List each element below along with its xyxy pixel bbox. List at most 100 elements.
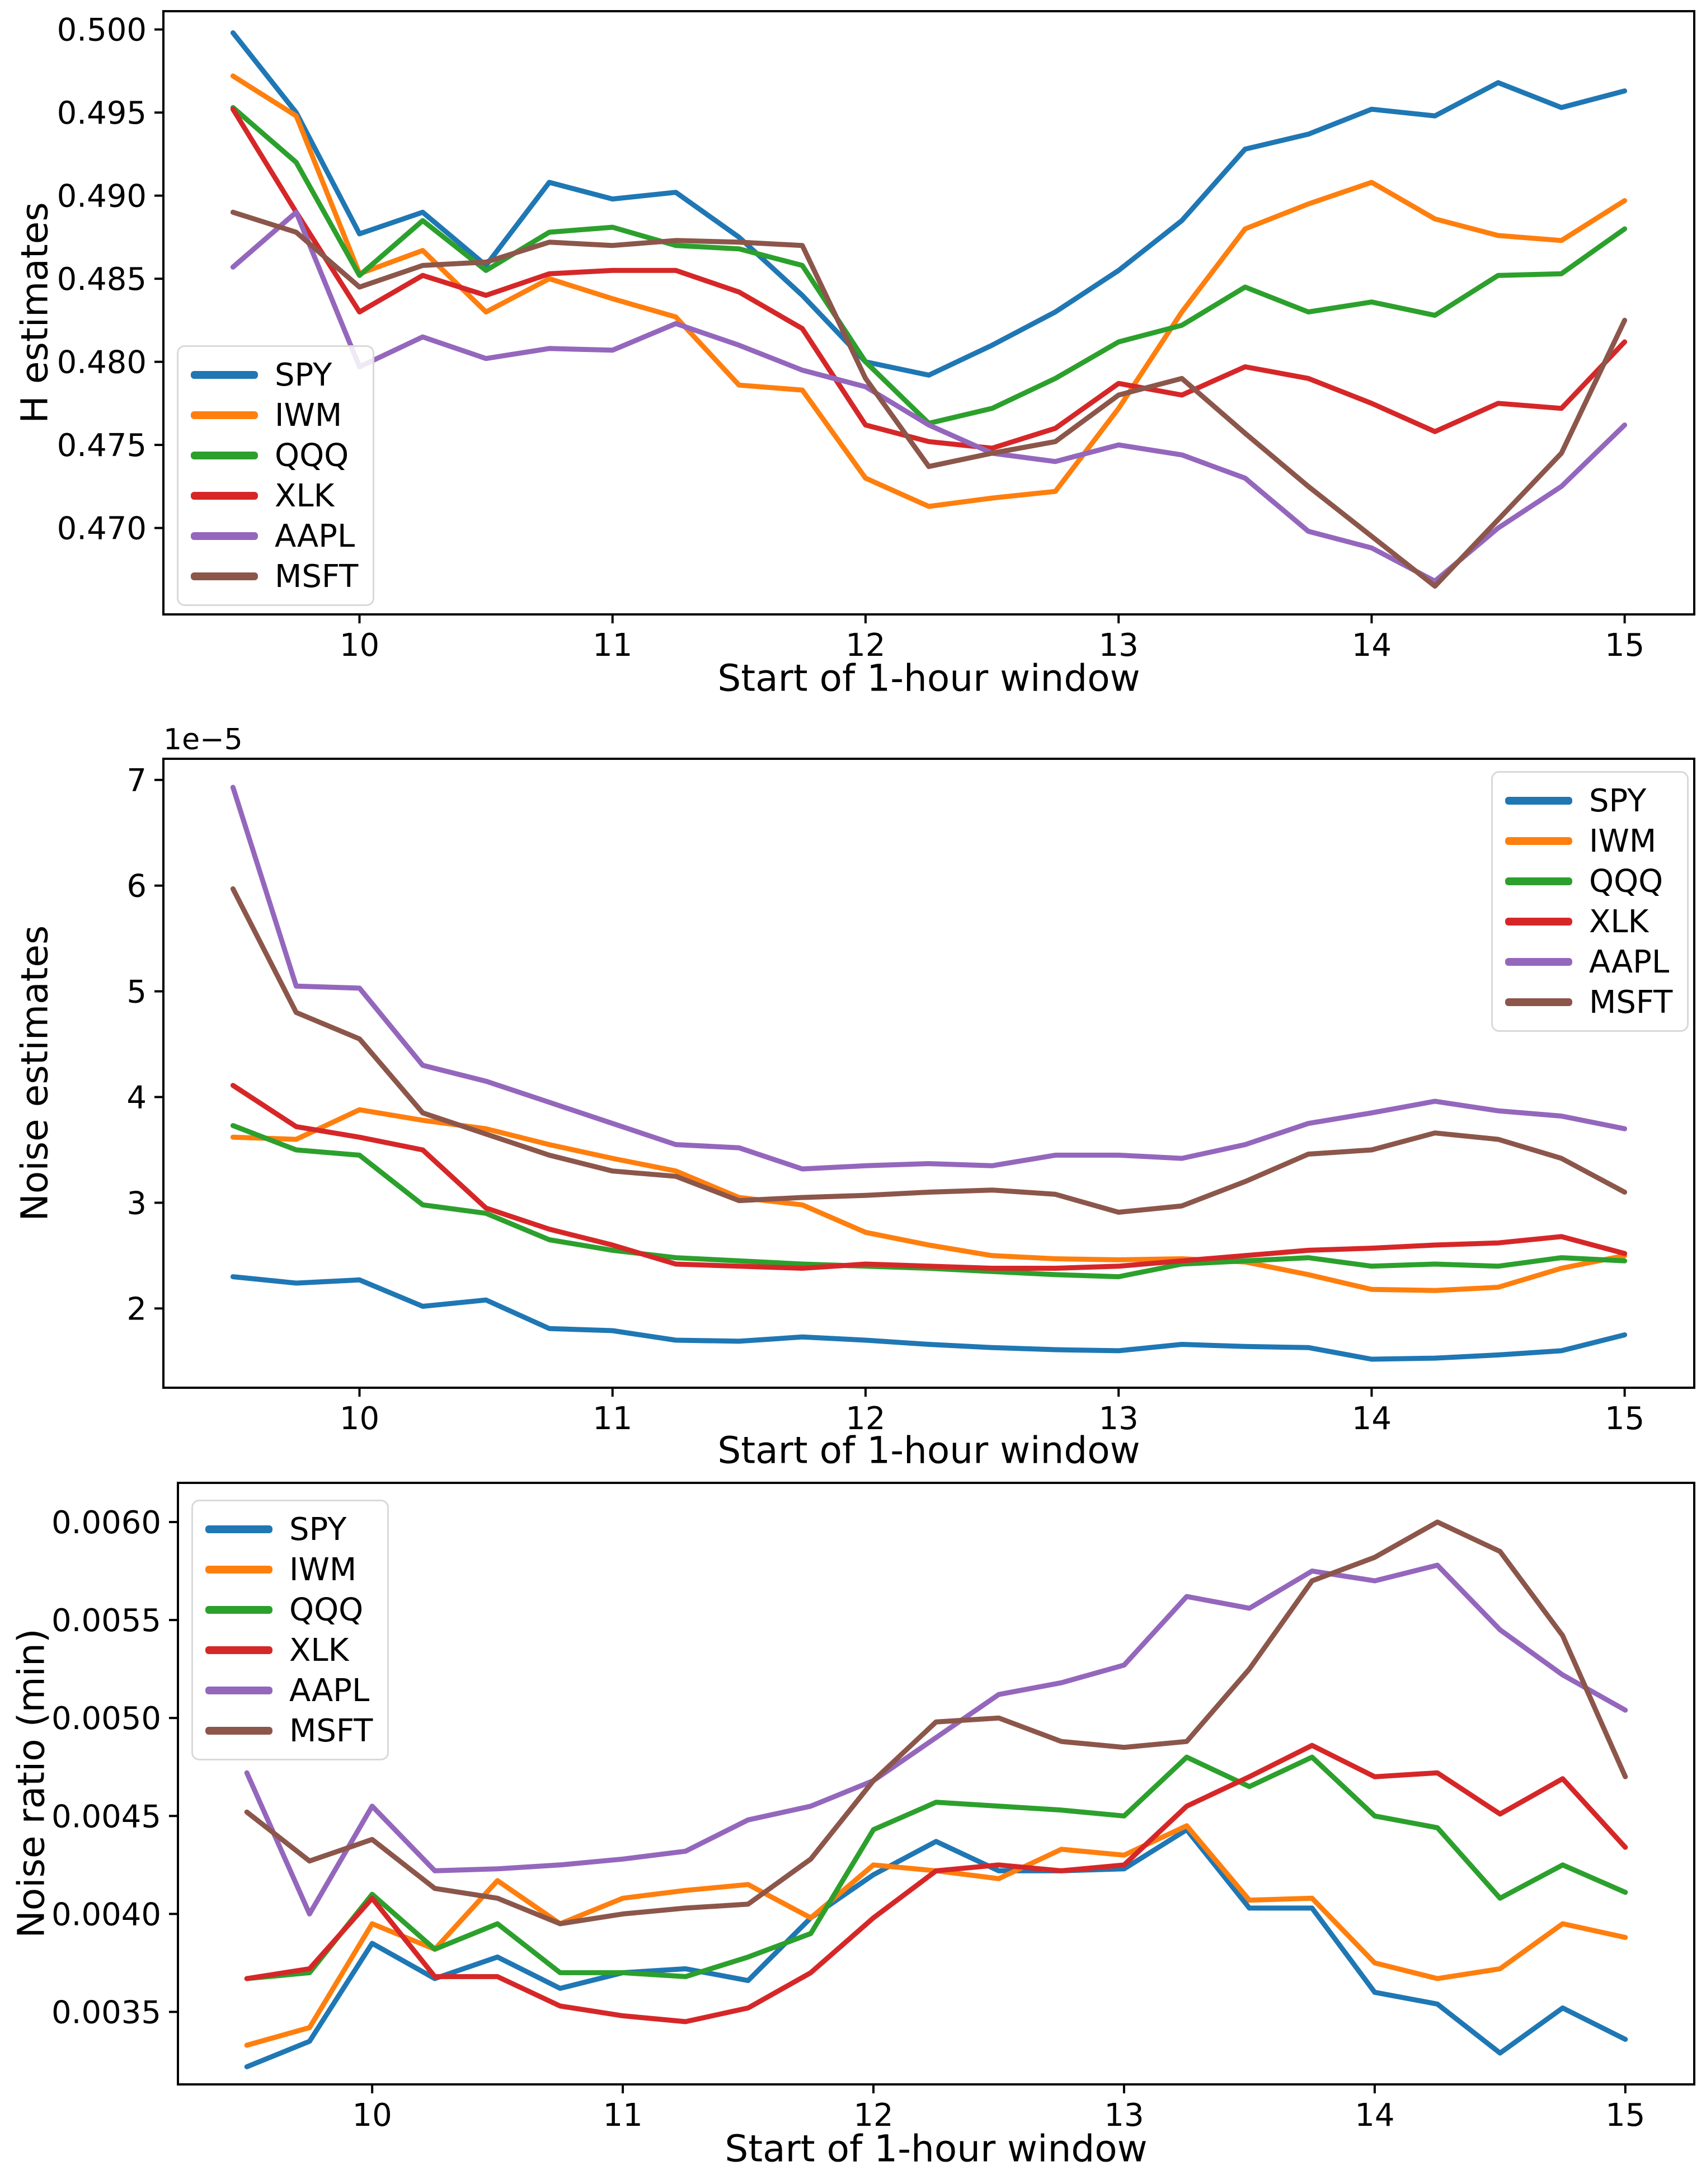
x-tick-label: 13: [1104, 2097, 1144, 2134]
y-tick-label: 0.490: [57, 179, 147, 215]
x-tick-label: 13: [1099, 1401, 1139, 1437]
x-tick-label: 15: [1605, 627, 1644, 664]
y-tick-label: 4: [126, 1080, 147, 1116]
legend-label-xlk: XLK: [275, 477, 335, 514]
legend-entry-spy: SPY: [191, 355, 358, 395]
y-tick-label: 3: [126, 1185, 147, 1222]
legend-swatch-iwm: [205, 1566, 272, 1574]
y-tick-label: 0.495: [57, 95, 147, 131]
legend-entry-spy: SPY: [205, 1509, 373, 1549]
legend-entry-iwm: IWM: [205, 1549, 373, 1590]
x-tick-label: 14: [1352, 627, 1392, 664]
legend-label-xlk: XLK: [289, 1632, 349, 1669]
x-tick-label: 11: [603, 2097, 642, 2134]
legend-label-spy: SPY: [275, 356, 332, 393]
legend-entry-msft: MSFT: [1505, 982, 1672, 1022]
y-tick-label: 5: [126, 974, 147, 1011]
y-tick-label: 0.500: [57, 12, 147, 49]
legend-entry-qqq: QQQ: [205, 1590, 373, 1630]
legend-entry-xlk: XLK: [191, 476, 358, 516]
x-tick-label: 11: [593, 627, 632, 664]
series-line-qqq: [244, 1754, 1628, 1981]
legend-entry-xlk: XLK: [1505, 901, 1672, 942]
legend-label-qqq: QQQ: [289, 1591, 364, 1628]
legend-label-iwm: IWM: [289, 1551, 357, 1588]
legend-label-qqq: QQQ: [275, 437, 349, 474]
axes-chart3: 10 11 12 13 14 15 0.0060 0.0055 0.0050 0.0045 0.00…: [51, 1482, 1695, 2134]
legend-entry-iwm: IWM: [1505, 821, 1672, 861]
series-line-spy: [230, 1274, 1628, 1362]
legend-chart1: SPY IWM QQQ XLK AAPL MSFT: [177, 345, 375, 606]
legend-label-iwm: IWM: [1589, 823, 1657, 859]
series-line-xlk: [230, 1083, 1628, 1271]
legend-swatch-aapl: [1505, 958, 1572, 966]
x-tick-label: 12: [853, 2097, 893, 2134]
x-tick-label: 12: [845, 1401, 885, 1437]
y-tick-label: 0.0035: [51, 1994, 161, 2031]
x-tick-label: 14: [1352, 1401, 1392, 1437]
x-tick-label: 11: [593, 1401, 632, 1437]
legend-label-aapl: AAPL: [289, 1672, 370, 1709]
plot-spines: [162, 10, 1695, 616]
legend-swatch-msft: [191, 572, 258, 580]
legend-swatch-spy: [191, 371, 258, 379]
legend-swatch-qqq: [205, 1606, 272, 1614]
y-tick-label: 6: [126, 868, 147, 905]
legend-entry-msft: MSFT: [191, 556, 358, 597]
x-tick-label: 15: [1605, 2097, 1645, 2134]
y-axis-offset-text: 1e−5: [163, 723, 243, 757]
legend-swatch-xlk: [191, 492, 258, 500]
legend-swatch-iwm: [1505, 837, 1572, 845]
x-tick-label: 10: [340, 627, 379, 664]
y-tick-label: 2: [126, 1291, 147, 1327]
legend-swatch-aapl: [191, 532, 258, 540]
series-line-msft: [244, 1519, 1628, 1927]
series-line-aapl: [230, 785, 1628, 1172]
y-tick-label: 7: [126, 763, 147, 799]
legend-swatch-msft: [205, 1727, 272, 1735]
x-tick-label: 10: [340, 1401, 379, 1437]
legend-label-aapl: AAPL: [275, 518, 355, 555]
legend-entry-iwm: IWM: [191, 395, 358, 435]
series-line-aapl: [244, 1562, 1628, 1917]
legend-swatch-qqq: [191, 452, 258, 459]
legend-label-msft: MSFT: [275, 558, 359, 595]
legend-swatch-xlk: [1505, 918, 1572, 926]
legend-label-aapl: AAPL: [1589, 943, 1670, 980]
legend-entry-msft: MSFT: [205, 1711, 373, 1751]
legend-entry-qqq: QQQ: [1505, 861, 1672, 901]
series-line-iwm: [230, 73, 1628, 509]
axes-chart1: 10 11 12 13 14 15 0.500 0.495 0.490 0.485 0.480 0.4…: [57, 10, 1695, 664]
y-axis-label-noise-estimates: Noise estimates: [13, 925, 57, 1222]
y-axis-label-h-estimates: H estimates: [13, 202, 57, 424]
axes-chart2: 10 11 12 13 14 15 7 6 5 4 3 2: [126, 758, 1695, 1437]
series-line-spy: [244, 1827, 1628, 2069]
series-line-aapl: [230, 209, 1628, 584]
y-tick-label: 0.480: [57, 345, 147, 381]
legend-label-iwm: IWM: [275, 397, 342, 434]
y-tick-label: 0.0055: [51, 1603, 161, 1639]
x-axis-label-chart2: Start of 1-hour window: [717, 1429, 1140, 1472]
legend-chart3: SPY IWM QQQ XLK AAPL MSFT: [191, 1500, 389, 1760]
x-tick-label: 12: [845, 627, 885, 664]
y-axis-label-noise-ratio: Noise ratio (min): [10, 1628, 53, 1938]
series-line-spy: [230, 30, 1628, 378]
legend-swatch-qqq: [1505, 877, 1572, 885]
legend-label-msft: MSFT: [289, 1712, 373, 1749]
series-line-xlk: [230, 106, 1628, 451]
x-tick-label: 14: [1355, 2097, 1394, 2134]
legend-chart2: SPY IWM QQQ XLK AAPL MSFT: [1491, 771, 1689, 1032]
y-tick-label: 0.470: [57, 511, 147, 547]
x-axis-label-chart3: Start of 1-hour window: [725, 2127, 1148, 2171]
series-line-msft: [230, 886, 1628, 1215]
legend-entry-qqq: QQQ: [191, 435, 358, 476]
series-line-xlk: [244, 1742, 1628, 2025]
x-tick-label: 10: [353, 2097, 392, 2134]
x-tick-label: 13: [1099, 627, 1139, 664]
legend-label-qqq: QQQ: [1589, 863, 1663, 900]
plot-spines: [162, 758, 1695, 1389]
y-tick-label: 0.0050: [51, 1701, 161, 1737]
y-tick-label: 0.485: [57, 261, 147, 298]
y-tick-label: 0.0040: [51, 1896, 161, 1933]
